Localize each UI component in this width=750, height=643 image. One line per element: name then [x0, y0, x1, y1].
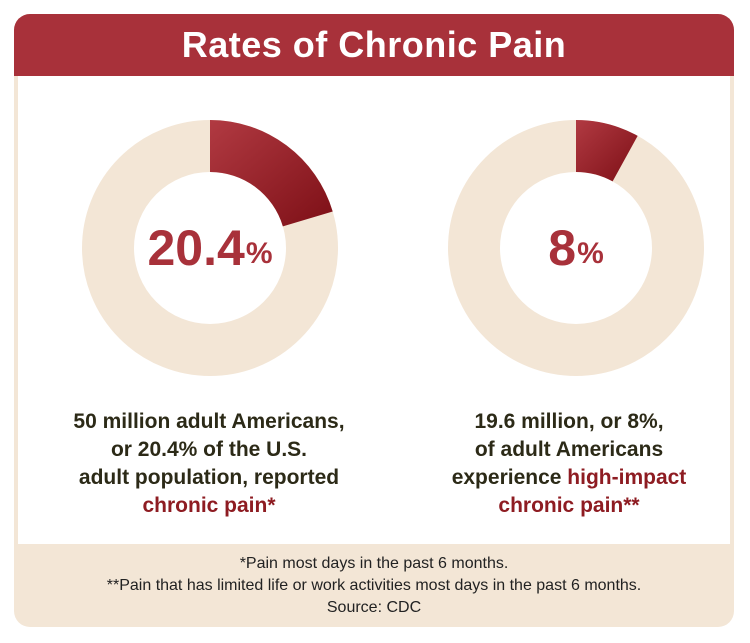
caption-left-line-1: 50 million adult Americans, [73, 410, 345, 433]
donut-chart-right: 8% [426, 98, 726, 398]
page-title: Rates of Chronic Pain [181, 24, 567, 65]
center-value-left: 20.4 [147, 220, 245, 276]
center-value-right: 8 [548, 220, 577, 276]
caption-left-line-3: adult population, reported [78, 466, 340, 489]
caption-left-highlight: chronic pain* [142, 494, 276, 517]
title-banner: Rates of Chronic Pain [14, 14, 734, 76]
source-note: Source: CDC [326, 598, 422, 616]
footnote-2: **Pain that has limited life or work act… [106, 576, 642, 594]
caption-left-line-2: or 20.4% of the U.S. [110, 438, 308, 461]
footnotes: *Pain most days in the past 6 months. **… [14, 544, 734, 627]
donut-segment-left [210, 120, 333, 227]
center-label-right: 8% [426, 98, 726, 398]
charts-panel: 20.4% 8% 50 million adult Americans [18, 76, 730, 544]
donut-chart-left: 20.4% [60, 98, 360, 398]
caption-right-line-1: 19.6 million, or 8%, [474, 410, 664, 433]
donut-segment-right [576, 120, 638, 182]
caption-right-highlight-b: chronic pain** [498, 494, 640, 517]
center-unit-left: % [245, 237, 273, 270]
caption-right-line-3-wrap: experience high-impact [399, 464, 734, 492]
caption-right: 19.6 million, or 8%, of adult Americans … [399, 408, 734, 520]
center-unit-right: % [577, 237, 604, 270]
footnote-1: *Pain most days in the past 6 months. [239, 554, 509, 572]
caption-right-highlight-a: high-impact [567, 466, 687, 489]
caption-left: 50 million adult Americans, or 20.4% of … [39, 408, 379, 520]
donut-svg-left [82, 120, 338, 376]
donut-svg-right [448, 120, 704, 376]
center-label-left: 20.4% [60, 98, 360, 398]
infographic-card: Rates of Chronic Pain 20.4% [14, 14, 734, 627]
caption-right-line-3: experience [451, 466, 562, 489]
caption-right-line-2: of adult Americans [474, 438, 664, 461]
